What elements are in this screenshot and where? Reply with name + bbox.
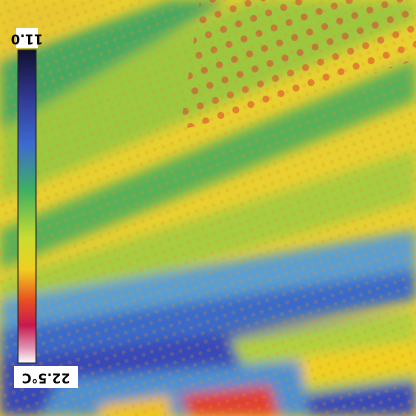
- top-label: 11.0: [11, 31, 43, 46]
- top-label-box: [16, 28, 38, 48]
- color-bar: [17, 49, 37, 364]
- color-scale: 11.0 22.5°C: [11, 28, 78, 388]
- bottom-label-box: [14, 366, 78, 388]
- bottom-label: 22.5°C: [22, 370, 70, 385]
